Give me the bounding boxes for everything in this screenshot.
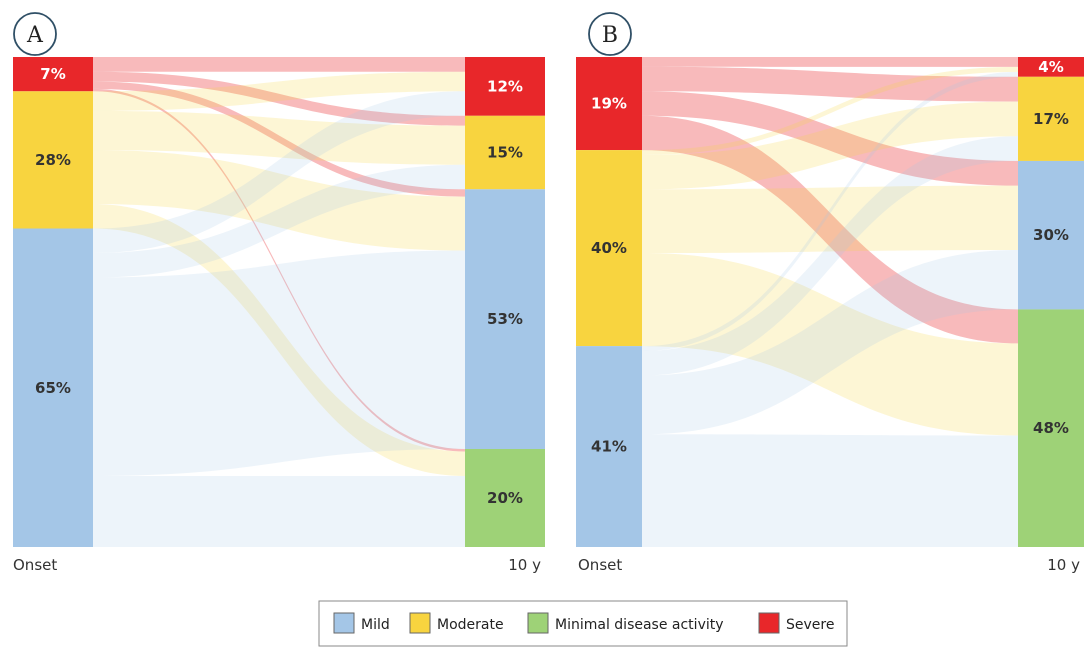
ten-years-bar-mild xyxy=(1018,160,1084,310)
flow-mild-to-moderate xyxy=(93,164,465,278)
flow-severe-to-severe xyxy=(93,57,465,72)
onset-bar-severe xyxy=(576,57,642,151)
panel-b: 19% 40% 41% 4% 17% 30% 48% Onset 10 y B xyxy=(576,12,1084,574)
x-label-onset: Onset xyxy=(13,556,57,574)
flow-mild-to-minimal xyxy=(93,475,465,547)
flow-severe-to-severe xyxy=(642,57,1018,67)
flow-mild-to-severe xyxy=(93,91,465,253)
flow-mild-to-mild xyxy=(93,250,465,476)
flow-severe-to-minimal xyxy=(93,88,465,452)
onset-bar-mild xyxy=(13,228,93,547)
flow-moderate-to-severe xyxy=(93,71,465,111)
ten-years-bar-minimal xyxy=(1018,309,1084,547)
flow-severe-to-mild xyxy=(642,91,1018,186)
x-label-10y: 10 y xyxy=(1047,556,1080,574)
panel-badge xyxy=(13,12,57,56)
legend-label-severe: Severe xyxy=(786,617,834,633)
ten-years-label-mild: 30% xyxy=(1033,226,1069,244)
ten-years-label-minimal: 20% xyxy=(487,489,523,507)
legend-label-mild: Mild xyxy=(361,617,390,633)
stacked-bars: 7% 28% 65% 12% 15% 53% 20% xyxy=(13,57,545,547)
ten-years-bar-moderate xyxy=(1018,76,1084,161)
legend-label-minimal: Minimal disease activity xyxy=(555,617,724,633)
onset-bar-mild xyxy=(576,346,642,547)
legend: Mild Moderate Minimal disease activity Seve… xyxy=(318,600,848,647)
onset-label-severe: 7% xyxy=(40,65,65,83)
panel-letter: B xyxy=(602,23,618,48)
stacked-bars: 19% 40% 41% 4% 17% 30% 48% xyxy=(576,57,1084,547)
flows xyxy=(642,57,1018,547)
panel-badge xyxy=(588,12,632,56)
onset-bar-moderate xyxy=(576,150,642,347)
ten-years-bar-minimal xyxy=(465,449,545,547)
flow-severe-to-minimal xyxy=(642,115,1018,344)
ten-years-label-severe: 4% xyxy=(1038,58,1063,76)
ten-years-label-mild: 53% xyxy=(487,310,523,328)
legend-label-moderate: Moderate xyxy=(437,617,504,633)
flow-mild-to-mild xyxy=(642,250,1018,435)
legend-swatch-severe xyxy=(758,612,780,634)
ten-years-bar-mild xyxy=(465,189,545,450)
flow-moderate-to-moderate xyxy=(93,110,465,165)
flow-moderate-to-moderate xyxy=(642,101,1018,190)
ten-years-label-moderate: 15% xyxy=(487,144,523,162)
legend-swatch-minimal xyxy=(527,612,549,634)
flow-severe-to-mild xyxy=(93,81,465,197)
flow-moderate-to-minimal xyxy=(93,204,465,476)
flow-mild-to-moderate xyxy=(642,136,1018,376)
legend-swatch-moderate xyxy=(409,612,431,634)
ten-years-label-severe: 12% xyxy=(487,77,523,95)
legend-swatch-mild xyxy=(333,612,355,634)
ten-years-label-moderate: 17% xyxy=(1033,110,1069,128)
flow-moderate-to-minimal xyxy=(642,253,1018,436)
flow-severe-to-moderate xyxy=(93,71,465,126)
flow-severe-to-moderate xyxy=(642,66,1018,102)
onset-label-moderate: 40% xyxy=(591,239,627,257)
flow-moderate-to-mild xyxy=(642,185,1018,253)
x-label-10y: 10 y xyxy=(508,556,541,574)
onset-label-moderate: 28% xyxy=(35,151,71,169)
onset-label-severe: 19% xyxy=(591,95,627,113)
flow-moderate-to-severe xyxy=(642,66,1018,155)
onset-bar-moderate xyxy=(13,91,93,229)
ten-years-bar-severe xyxy=(1018,57,1084,77)
panel-a: 7% 28% 65% 12% 15% 53% 20% Onset 10 y A xyxy=(13,12,545,574)
onset-bar-severe xyxy=(13,57,93,92)
flow-moderate-to-mild xyxy=(93,150,465,251)
flow-mild-to-minimal xyxy=(642,434,1018,547)
onset-label-mild: 65% xyxy=(35,379,71,397)
ten-years-label-minimal: 48% xyxy=(1033,419,1069,437)
x-label-onset: Onset xyxy=(578,556,622,574)
ten-years-bar-moderate xyxy=(465,115,545,190)
ten-years-bar-severe xyxy=(465,57,545,116)
flow-mild-to-severe xyxy=(642,71,1018,352)
panel-letter: A xyxy=(26,23,44,48)
onset-label-mild: 41% xyxy=(591,438,627,456)
flows xyxy=(93,57,465,547)
